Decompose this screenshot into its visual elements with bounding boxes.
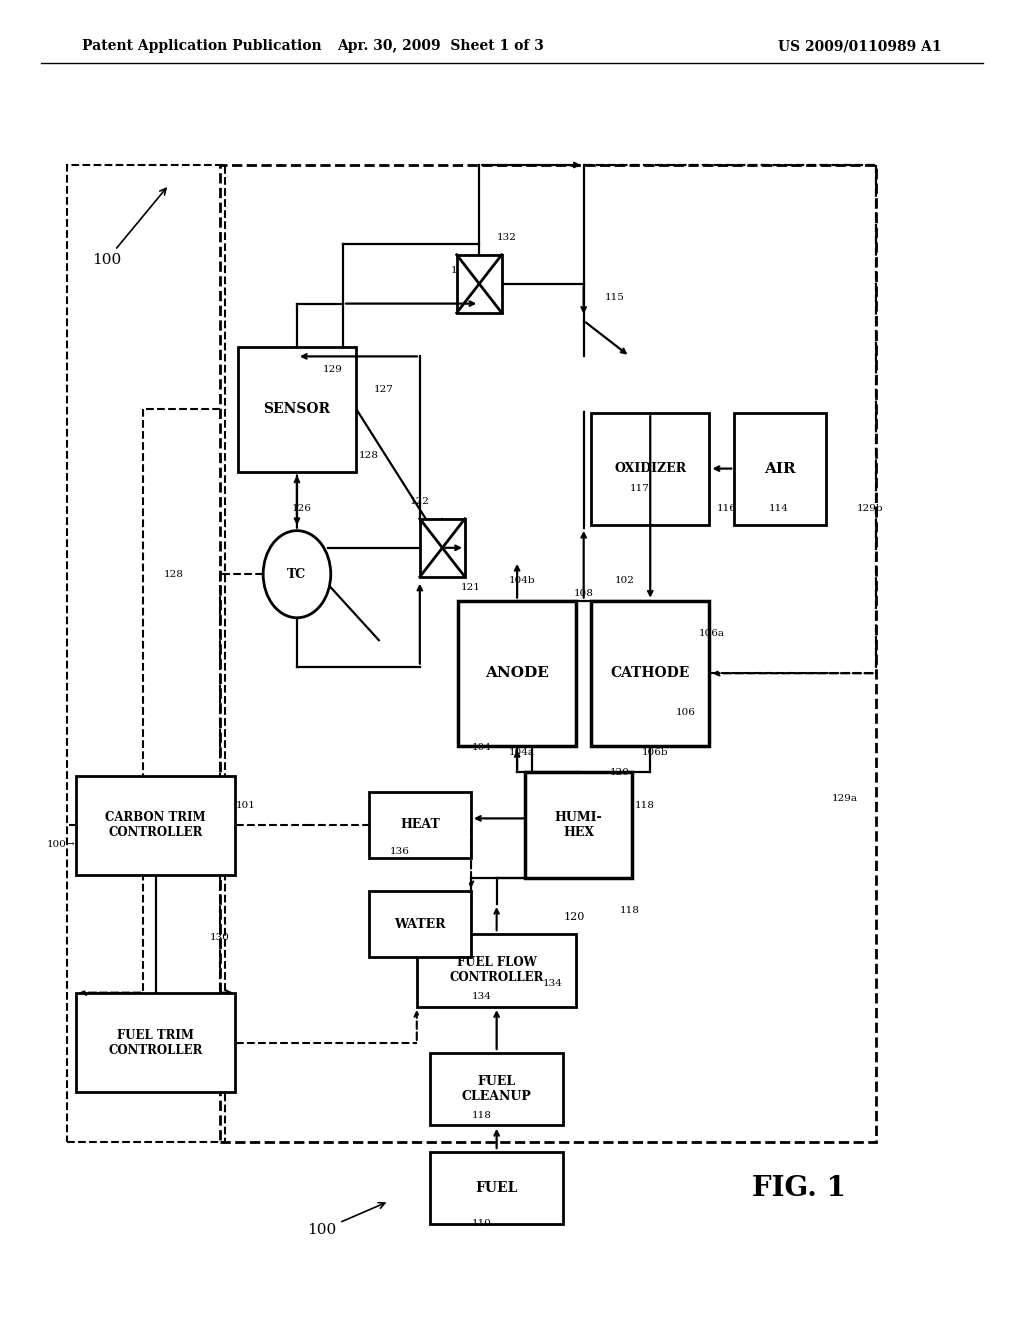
Text: TC: TC xyxy=(288,568,306,581)
Text: 118: 118 xyxy=(620,907,640,915)
FancyBboxPatch shape xyxy=(76,776,234,874)
Text: WATER: WATER xyxy=(394,917,445,931)
FancyBboxPatch shape xyxy=(369,891,471,957)
Text: FUEL
CLEANUP: FUEL CLEANUP xyxy=(462,1074,531,1104)
Text: 118: 118 xyxy=(471,1111,492,1119)
FancyBboxPatch shape xyxy=(76,993,234,1093)
Text: 114: 114 xyxy=(768,504,788,512)
Circle shape xyxy=(263,531,331,618)
Text: 106b: 106b xyxy=(642,748,669,756)
Text: AIR: AIR xyxy=(765,462,796,475)
Text: 134: 134 xyxy=(471,993,492,1001)
Text: Patent Application Publication: Patent Application Publication xyxy=(82,40,322,53)
Text: Apr. 30, 2009  Sheet 1 of 3: Apr. 30, 2009 Sheet 1 of 3 xyxy=(337,40,544,53)
Text: 123: 123 xyxy=(445,524,466,532)
Text: 115: 115 xyxy=(604,293,625,301)
Text: 128: 128 xyxy=(164,570,184,578)
Text: 120: 120 xyxy=(563,912,585,923)
Text: 100: 100 xyxy=(92,189,166,267)
Text: 125: 125 xyxy=(307,557,328,565)
Text: 132: 132 xyxy=(497,234,517,242)
Text: 127: 127 xyxy=(374,385,394,393)
FancyBboxPatch shape xyxy=(459,601,575,746)
Text: 110: 110 xyxy=(471,1220,492,1228)
Text: 102: 102 xyxy=(614,577,635,585)
Text: CATHODE: CATHODE xyxy=(610,667,690,680)
FancyBboxPatch shape xyxy=(430,1151,563,1225)
Text: FUEL: FUEL xyxy=(475,1181,518,1195)
FancyBboxPatch shape xyxy=(238,347,356,473)
Text: 131: 131 xyxy=(451,267,471,275)
Text: 126: 126 xyxy=(292,504,312,512)
FancyBboxPatch shape xyxy=(734,412,826,524)
Text: SENSOR: SENSOR xyxy=(263,403,331,416)
Text: 118: 118 xyxy=(635,801,655,809)
FancyBboxPatch shape xyxy=(430,1053,563,1125)
Text: 104a: 104a xyxy=(509,748,536,756)
Text: 124: 124 xyxy=(297,597,317,605)
FancyBboxPatch shape xyxy=(592,601,709,746)
Text: 122: 122 xyxy=(410,498,430,506)
Text: ANODE: ANODE xyxy=(485,667,549,680)
Text: 136: 136 xyxy=(389,847,410,855)
Text: FIG. 1: FIG. 1 xyxy=(752,1175,846,1201)
Bar xyxy=(457,255,502,313)
Text: 117: 117 xyxy=(630,484,650,492)
Text: FUEL TRIM
CONTROLLER: FUEL TRIM CONTROLLER xyxy=(109,1028,203,1057)
Text: OXIDIZER: OXIDIZER xyxy=(614,462,686,475)
Text: 129: 129 xyxy=(323,366,343,374)
FancyBboxPatch shape xyxy=(592,412,709,524)
Text: FUEL FLOW
CONTROLLER: FUEL FLOW CONTROLLER xyxy=(450,956,544,985)
Text: 101: 101 xyxy=(236,801,256,809)
Text: 100: 100 xyxy=(307,1203,385,1237)
Text: 100→: 100→ xyxy=(47,841,76,849)
FancyBboxPatch shape xyxy=(524,772,632,878)
Text: 106a: 106a xyxy=(698,630,725,638)
Text: 134: 134 xyxy=(543,979,563,987)
Text: 128: 128 xyxy=(358,451,379,459)
Text: 121: 121 xyxy=(461,583,481,591)
Text: CARBON TRIM
CONTROLLER: CARBON TRIM CONTROLLER xyxy=(105,810,206,840)
Bar xyxy=(420,519,465,577)
Text: 104b: 104b xyxy=(509,577,536,585)
Text: 120: 120 xyxy=(609,768,630,776)
Text: 129b: 129b xyxy=(857,504,884,512)
Text: HEAT: HEAT xyxy=(400,818,439,832)
Text: 106: 106 xyxy=(676,709,696,717)
FancyBboxPatch shape xyxy=(369,792,471,858)
Text: HUMI-
HEX: HUMI- HEX xyxy=(555,810,602,840)
Text: 129a: 129a xyxy=(831,795,858,803)
Text: 104: 104 xyxy=(471,743,492,751)
Text: 130: 130 xyxy=(210,933,230,941)
FancyBboxPatch shape xyxy=(418,935,575,1006)
Text: 108: 108 xyxy=(573,590,594,598)
Text: US 2009/0110989 A1: US 2009/0110989 A1 xyxy=(778,40,942,53)
Text: 116: 116 xyxy=(717,504,737,512)
